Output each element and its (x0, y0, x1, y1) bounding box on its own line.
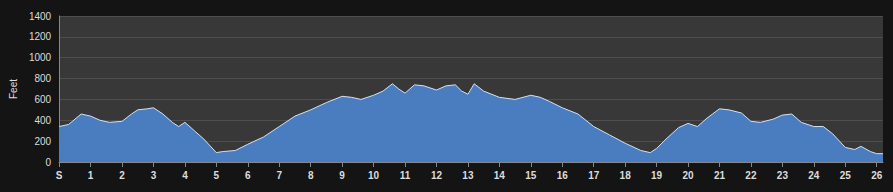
svg-text:0: 0 (46, 157, 52, 168)
svg-text:21: 21 (714, 170, 726, 181)
svg-text:7: 7 (276, 170, 282, 181)
svg-text:200: 200 (34, 136, 51, 147)
svg-text:19: 19 (651, 170, 663, 181)
svg-text:1400: 1400 (29, 11, 52, 22)
svg-text:22: 22 (745, 170, 757, 181)
svg-text:600: 600 (34, 94, 51, 105)
svg-text:16: 16 (557, 170, 569, 181)
svg-text:13: 13 (462, 170, 474, 181)
svg-text:14: 14 (494, 170, 506, 181)
svg-text:26: 26 (871, 170, 883, 181)
svg-text:1000: 1000 (29, 52, 52, 63)
svg-text:12: 12 (431, 170, 443, 181)
svg-text:9: 9 (339, 170, 345, 181)
svg-text:3: 3 (151, 170, 157, 181)
svg-text:20: 20 (682, 170, 694, 181)
svg-text:800: 800 (34, 73, 51, 84)
svg-text:15: 15 (525, 170, 537, 181)
svg-text:11: 11 (400, 170, 411, 181)
svg-text:4: 4 (182, 170, 188, 181)
svg-text:24: 24 (808, 170, 820, 181)
svg-text:6: 6 (245, 170, 251, 181)
svg-text:23: 23 (777, 170, 789, 181)
svg-text:2: 2 (119, 170, 125, 181)
svg-text:17: 17 (588, 170, 600, 181)
svg-text:5: 5 (214, 170, 220, 181)
svg-text:10: 10 (368, 170, 380, 181)
svg-text:8: 8 (308, 170, 314, 181)
svg-text:18: 18 (620, 170, 632, 181)
svg-text:1200: 1200 (29, 31, 52, 42)
svg-text:400: 400 (34, 115, 51, 126)
svg-text:Feet: Feet (8, 79, 19, 99)
svg-text:25: 25 (840, 170, 852, 181)
svg-text:1: 1 (88, 170, 94, 181)
svg-text:S: S (56, 170, 63, 181)
